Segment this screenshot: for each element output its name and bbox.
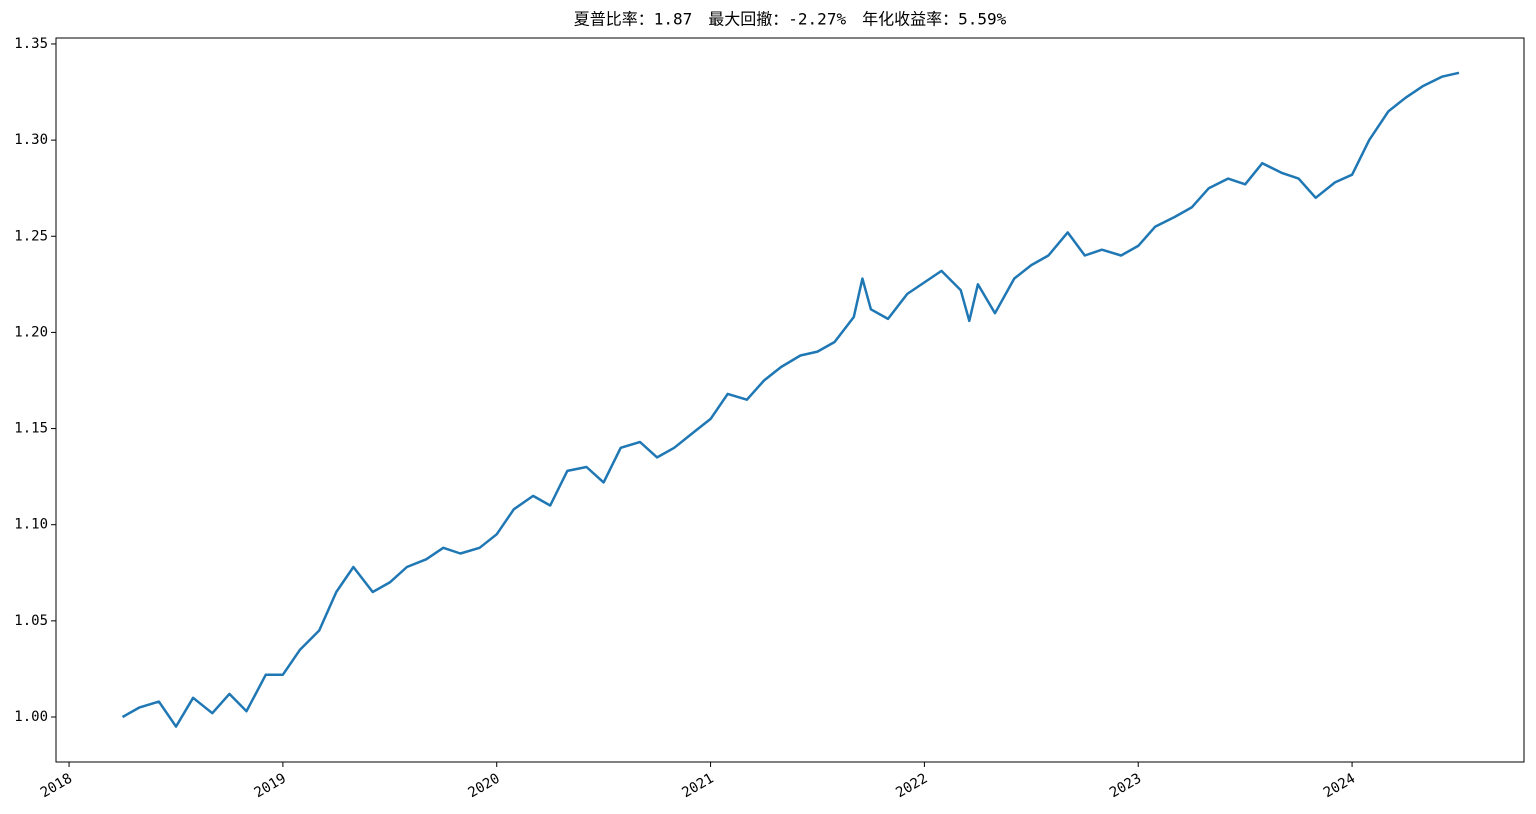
x-tick-label: 2020 [466,771,503,802]
y-tick-label: 1.25 [14,228,48,244]
x-tick-label: 2018 [38,771,75,802]
y-tick-label: 1.35 [14,36,48,52]
y-tick-label: 1.30 [14,132,48,148]
x-tick-label: 2022 [893,771,930,802]
y-tick-label: 1.15 [14,421,48,437]
series-line [121,71,1460,728]
y-tick-label: 1.20 [14,324,48,340]
y-tick-label: 1.10 [14,517,48,533]
x-tick-label: 2023 [1107,771,1144,802]
x-tick-label: 2024 [1321,771,1358,802]
plot-frame [55,37,1525,763]
chart-title: 夏普比率：1.87 最大回撤：-2.27% 年化收益率：5.59% [574,10,1007,29]
y-tick-label: 1.00 [14,709,48,725]
y-tick-label: 1.05 [14,613,48,629]
x-tick-label: 2019 [252,771,289,802]
x-tick-label: 2021 [679,771,716,802]
